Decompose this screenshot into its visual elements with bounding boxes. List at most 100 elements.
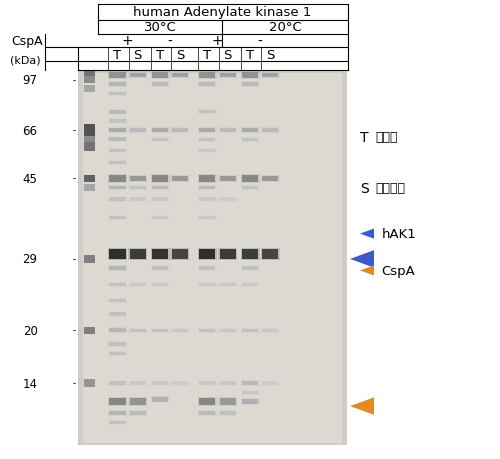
Text: 14: 14 (22, 377, 38, 390)
Bar (198, 215, 217, 220)
Bar (198, 410, 217, 416)
Text: 66: 66 (22, 124, 38, 137)
Bar (200, 283, 216, 286)
Text: +: + (212, 34, 224, 48)
Bar (108, 312, 127, 317)
Bar (172, 382, 188, 385)
Bar (108, 160, 127, 165)
Bar (260, 381, 280, 386)
Bar (108, 298, 127, 303)
Bar (152, 83, 168, 87)
Bar (110, 352, 126, 355)
Bar (218, 197, 237, 202)
Text: 20°C: 20°C (268, 21, 302, 34)
Bar (240, 381, 260, 386)
Bar (108, 185, 127, 191)
Bar (198, 381, 217, 386)
Text: T: T (114, 49, 122, 62)
Bar (240, 72, 260, 79)
Bar (110, 186, 126, 190)
Polygon shape (350, 397, 374, 415)
Text: S: S (266, 49, 274, 62)
Bar (84, 185, 96, 192)
Text: hAK1: hAK1 (382, 228, 416, 241)
Bar (128, 128, 147, 134)
Text: T: T (156, 49, 164, 62)
Bar (200, 267, 216, 270)
Bar (108, 119, 127, 124)
Bar (200, 83, 216, 87)
Bar (108, 128, 127, 134)
Bar (152, 73, 168, 78)
Text: S: S (176, 49, 184, 62)
Bar (108, 397, 127, 406)
Bar (108, 137, 127, 143)
Bar (84, 142, 96, 151)
Bar (150, 175, 170, 183)
Bar (242, 267, 258, 270)
Text: 全画分: 全画分 (375, 131, 398, 144)
Bar (110, 120, 126, 123)
Bar (152, 382, 168, 385)
Bar (130, 186, 146, 190)
Bar (220, 198, 236, 201)
Text: 30°C: 30°C (144, 21, 176, 34)
Bar (242, 129, 258, 133)
Bar (220, 283, 236, 286)
Bar (262, 176, 278, 182)
Bar (128, 185, 147, 191)
Bar (108, 341, 127, 347)
Bar (110, 267, 126, 270)
Bar (110, 129, 126, 133)
Bar (130, 411, 146, 415)
Bar (200, 150, 216, 153)
Bar (84, 127, 96, 134)
Bar (108, 149, 127, 154)
Bar (150, 328, 170, 333)
Bar (150, 197, 170, 202)
Bar (240, 138, 260, 142)
Bar (240, 328, 260, 333)
Bar (170, 175, 190, 183)
Text: 20: 20 (22, 324, 38, 337)
Bar (200, 382, 216, 385)
Polygon shape (360, 266, 374, 276)
Text: S: S (360, 181, 369, 195)
Bar (170, 381, 190, 386)
Bar (108, 282, 127, 287)
Bar (172, 250, 188, 260)
Bar (220, 398, 236, 405)
Bar (108, 91, 127, 96)
Text: -: - (168, 34, 172, 48)
Bar (198, 197, 217, 202)
Bar (84, 380, 96, 387)
Bar (240, 249, 260, 261)
Bar (128, 249, 147, 261)
Text: 29: 29 (22, 253, 38, 266)
Bar (200, 73, 216, 78)
Text: CspA: CspA (11, 35, 42, 48)
Bar (128, 175, 147, 183)
Text: 上清画分: 上清画分 (375, 182, 405, 195)
Bar (218, 397, 237, 406)
Bar (150, 381, 170, 386)
Bar (152, 250, 168, 260)
Bar (220, 250, 236, 260)
Bar (152, 397, 168, 402)
Bar (198, 397, 217, 406)
Bar (150, 282, 170, 287)
Bar (240, 282, 260, 287)
Bar (110, 216, 126, 219)
Bar (108, 249, 127, 261)
Bar (110, 299, 126, 302)
Text: T: T (360, 131, 368, 145)
Bar (198, 82, 217, 88)
Bar (152, 129, 168, 133)
Text: -: - (258, 34, 262, 48)
Text: (kDa): (kDa) (10, 56, 40, 66)
Bar (108, 197, 127, 202)
Bar (84, 77, 96, 84)
Bar (128, 73, 147, 79)
Bar (198, 128, 217, 134)
Bar (242, 381, 258, 385)
